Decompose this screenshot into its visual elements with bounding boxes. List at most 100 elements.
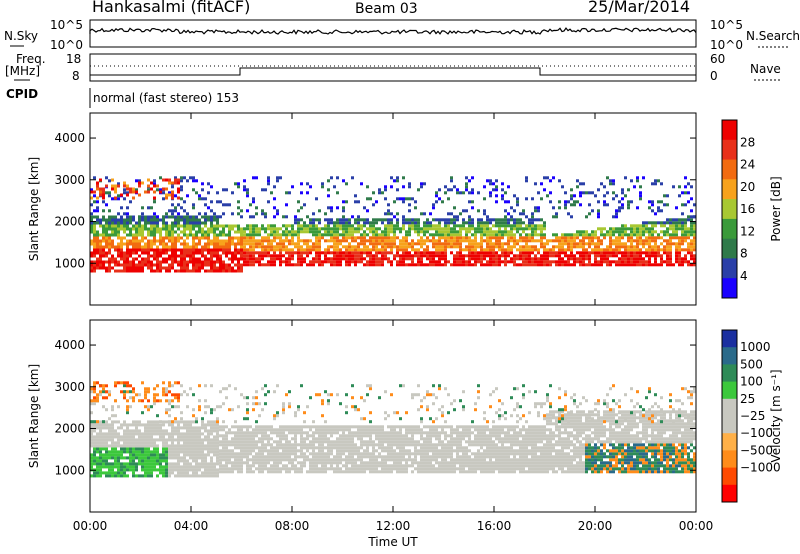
data-cell bbox=[354, 257, 357, 261]
data-cell bbox=[372, 233, 375, 237]
data-cell bbox=[105, 176, 108, 180]
data-cell bbox=[348, 224, 351, 228]
data-cell bbox=[264, 425, 267, 429]
data-cell bbox=[378, 455, 381, 459]
data-cell bbox=[381, 455, 384, 459]
data-cell bbox=[393, 455, 396, 459]
data-cell bbox=[426, 431, 429, 435]
data-cell bbox=[297, 251, 300, 255]
data-cell bbox=[540, 260, 543, 264]
data-cell bbox=[441, 254, 444, 258]
data-cell bbox=[180, 435, 183, 439]
data-cell bbox=[480, 248, 483, 252]
data-cell bbox=[312, 257, 315, 261]
data-cell bbox=[252, 431, 255, 435]
data-cell bbox=[213, 444, 216, 448]
data-cell bbox=[456, 428, 459, 432]
data-cell bbox=[453, 185, 456, 189]
data-cell bbox=[678, 218, 681, 222]
data-cell bbox=[372, 467, 375, 471]
data-cell bbox=[177, 254, 180, 258]
data-cell bbox=[477, 260, 480, 264]
data-cell bbox=[360, 455, 363, 459]
data-cell bbox=[162, 465, 165, 469]
data-cell bbox=[336, 245, 339, 249]
data-cell bbox=[216, 200, 219, 204]
data-cell bbox=[441, 470, 444, 474]
data-cell bbox=[345, 245, 348, 249]
data-cell bbox=[123, 269, 126, 273]
data-cell bbox=[246, 251, 249, 255]
data-cell bbox=[213, 450, 216, 454]
data-cell bbox=[102, 465, 105, 469]
data-cell bbox=[294, 446, 297, 450]
data-cell bbox=[159, 239, 162, 243]
data-cell bbox=[165, 178, 168, 182]
data-cell bbox=[141, 227, 144, 231]
data-cell bbox=[273, 464, 276, 468]
data-cell bbox=[267, 251, 270, 255]
data-cell bbox=[351, 461, 354, 465]
data-cell bbox=[351, 230, 354, 234]
data-cell bbox=[162, 257, 165, 261]
data-cell bbox=[282, 230, 285, 234]
data-cell bbox=[507, 218, 510, 222]
data-cell bbox=[375, 257, 378, 261]
data-cell bbox=[192, 176, 195, 180]
data-cell bbox=[123, 438, 126, 442]
data-cell bbox=[651, 200, 654, 204]
data-cell bbox=[333, 224, 336, 228]
data-cell bbox=[531, 257, 534, 261]
data-cell bbox=[138, 248, 141, 252]
data-cell bbox=[162, 468, 165, 472]
data-cell bbox=[201, 188, 204, 192]
data-cell bbox=[312, 467, 315, 471]
data-cell bbox=[159, 230, 162, 234]
data-cell bbox=[474, 260, 477, 264]
data-cell bbox=[114, 215, 117, 219]
data-cell bbox=[279, 242, 282, 246]
data-cell bbox=[99, 435, 102, 439]
data-cell bbox=[417, 461, 420, 465]
data-cell bbox=[627, 206, 630, 210]
data-cell bbox=[267, 449, 270, 453]
data-cell bbox=[246, 188, 249, 192]
data-cell bbox=[318, 440, 321, 444]
data-cell bbox=[315, 227, 318, 231]
data-cell bbox=[195, 438, 198, 442]
data-cell bbox=[342, 251, 345, 255]
data-cell bbox=[402, 446, 405, 450]
data-cell bbox=[495, 254, 498, 258]
data-cell bbox=[147, 184, 150, 188]
data-cell bbox=[237, 428, 240, 432]
data-cell bbox=[381, 440, 384, 444]
data-cell bbox=[330, 449, 333, 453]
data-cell bbox=[429, 470, 432, 474]
data-cell bbox=[309, 425, 312, 429]
data-cell bbox=[141, 453, 144, 457]
data-cell bbox=[366, 461, 369, 465]
data-cell bbox=[645, 227, 648, 231]
data-cell bbox=[336, 464, 339, 468]
data-cell bbox=[567, 239, 570, 243]
data-cell bbox=[369, 464, 372, 468]
data-cell bbox=[384, 230, 387, 234]
data-cell bbox=[171, 257, 174, 261]
data-cell bbox=[636, 254, 639, 258]
data-cell bbox=[453, 236, 456, 240]
data-cell bbox=[483, 239, 486, 243]
data-cell bbox=[678, 248, 681, 252]
data-cell bbox=[102, 254, 105, 258]
data-cell bbox=[471, 251, 474, 255]
data-cell bbox=[672, 227, 675, 231]
data-cell bbox=[453, 239, 456, 243]
data-cell bbox=[420, 455, 423, 459]
data-cell bbox=[282, 464, 285, 468]
data-cell bbox=[351, 248, 354, 252]
data-cell bbox=[192, 203, 195, 207]
data-cell bbox=[165, 215, 168, 219]
data-cell bbox=[252, 248, 255, 252]
data-cell bbox=[279, 236, 282, 240]
data-cell bbox=[168, 447, 171, 451]
data-cell bbox=[150, 218, 153, 222]
